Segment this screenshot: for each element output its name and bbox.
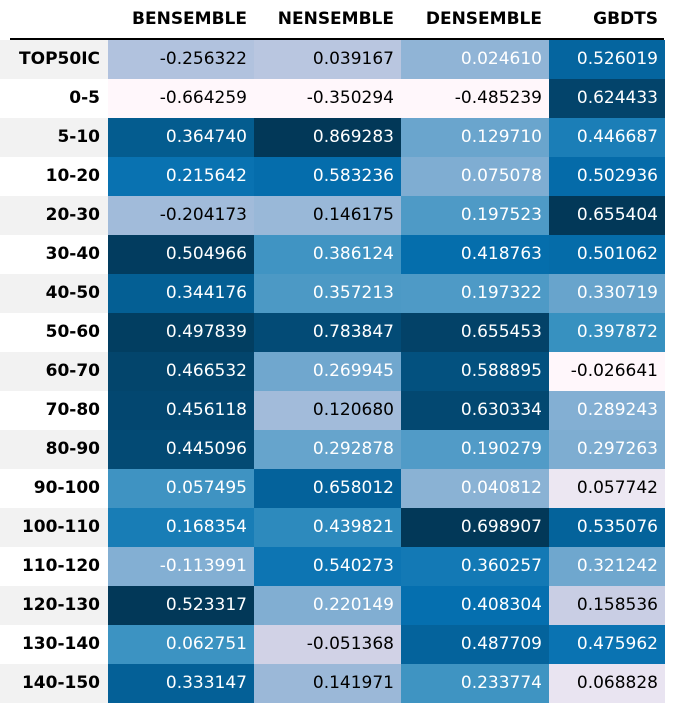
heatmap-cell: 0.062751	[108, 625, 254, 664]
heatmap-cell: 0.456118	[108, 391, 254, 430]
heatmap-cell: 0.408304	[401, 586, 549, 625]
heatmap-cell: -0.113991	[108, 547, 254, 586]
heatmap-cell: 0.215642	[108, 157, 254, 196]
row-label: 20-30	[0, 196, 108, 235]
heatmap-cell: -0.051368	[254, 625, 401, 664]
row-label: 5-10	[0, 118, 108, 157]
row-label: 110-120	[21, 556, 100, 576]
heatmap-cell: 0.168354	[108, 508, 254, 547]
heatmap-cell: 0.655404	[549, 196, 665, 235]
column-header: NENSEMBLE	[277, 9, 394, 29]
heatmap-cell: 0.289243	[549, 391, 665, 430]
heatmap-cell: 0.024610	[401, 40, 549, 79]
heatmap-cell: 0.535076	[549, 508, 665, 547]
heatmap-cell: 0.297263	[549, 430, 665, 469]
heatmap-cell: 0.526019	[549, 40, 665, 79]
heatmap-cell: 0.344176	[108, 274, 254, 313]
row-label: 100-110	[0, 508, 108, 547]
heatmap-cell: 0.502936	[549, 157, 665, 196]
heatmap-cell: 0.475962	[549, 625, 665, 664]
heatmap-cell: 0.364740	[108, 118, 254, 157]
heatmap-cell: 0.446687	[549, 118, 665, 157]
heatmap-cell: 0.233774	[401, 664, 549, 703]
heatmap-cell: 0.141971	[254, 664, 401, 703]
heatmap-cell: 0.068828	[549, 664, 665, 703]
heatmap-cell: 0.783847	[254, 313, 401, 352]
row-label: 130-140	[21, 634, 100, 654]
heatmap-cell: -0.204173	[108, 196, 254, 235]
row-label: TOP50IC	[0, 40, 108, 79]
heatmap-cell: 0.439821	[254, 508, 401, 547]
heatmap-cell: 0.158536	[549, 586, 665, 625]
column-header: BENSEMBLE	[132, 9, 247, 29]
row-label: 80-90	[0, 430, 108, 469]
row-label: 40-50	[0, 274, 108, 313]
heatmap-cell: 0.057495	[108, 469, 254, 508]
heatmap-cell: 0.658012	[254, 469, 401, 508]
header-rule	[10, 38, 664, 40]
heatmap-cell: 0.655453	[401, 313, 549, 352]
column-header: DENSEMBLE	[425, 9, 542, 29]
heatmap-cell: 0.504966	[108, 235, 254, 274]
heatmap-cell: 0.357213	[254, 274, 401, 313]
row-label: 10-20	[45, 166, 100, 186]
heatmap-cell: 0.292878	[254, 430, 401, 469]
row-label: 60-70	[0, 352, 108, 391]
heatmap-cell: -0.350294	[254, 79, 401, 118]
heatmap-cell: 0.330719	[549, 274, 665, 313]
column-header: GBDTS	[593, 9, 658, 29]
heatmap-cell: 0.269945	[254, 352, 401, 391]
heatmap-cell: 0.220149	[254, 586, 401, 625]
heatmap-cell: 0.523317	[108, 586, 254, 625]
heatmap-cell: -0.664259	[108, 79, 254, 118]
heatmap-cell: 0.057742	[549, 469, 665, 508]
row-label: 140-150	[0, 664, 108, 703]
heatmap-cell: 0.075078	[401, 157, 549, 196]
heatmap-cell: 0.190279	[401, 430, 549, 469]
heatmap-cell: 0.466532	[108, 352, 254, 391]
heatmap-cell: 0.630334	[401, 391, 549, 430]
row-label: 50-60	[45, 322, 100, 342]
heatmap-cell: 0.698907	[401, 508, 549, 547]
heatmap-cell: 0.386124	[254, 235, 401, 274]
heatmap-cell: 0.583236	[254, 157, 401, 196]
heatmap-cell: 0.129710	[401, 118, 549, 157]
heatmap-cell: 0.588895	[401, 352, 549, 391]
heatmap-cell: 0.197322	[401, 274, 549, 313]
heatmap-cell: 0.040812	[401, 469, 549, 508]
heatmap-cell: 0.333147	[108, 664, 254, 703]
heatmap-cell: -0.485239	[401, 79, 549, 118]
row-label: 30-40	[45, 244, 100, 264]
heatmap-cell: -0.026641	[549, 352, 665, 391]
heatmap-cell: 0.397872	[549, 313, 665, 352]
heatmap-cell: 0.120680	[254, 391, 401, 430]
heatmap-cell: 0.146175	[254, 196, 401, 235]
heatmap-cell: 0.418763	[401, 235, 549, 274]
heatmap-cell: 0.501062	[549, 235, 665, 274]
heatmap-cell: 0.445096	[108, 430, 254, 469]
heatmap-cell: 0.487709	[401, 625, 549, 664]
row-label: 0-5	[69, 88, 100, 108]
heatmap-cell: -0.256322	[108, 40, 254, 79]
row-label: 70-80	[45, 400, 100, 420]
heatmap-cell: 0.321242	[549, 547, 665, 586]
heatmap-cell: 0.360257	[401, 547, 549, 586]
heatmap-cell: 0.039167	[254, 40, 401, 79]
row-label: 120-130	[0, 586, 108, 625]
heatmap-cell: 0.624433	[549, 79, 665, 118]
heatmap-cell: 0.497839	[108, 313, 254, 352]
row-label: 90-100	[33, 478, 100, 498]
heatmap-cell: 0.540273	[254, 547, 401, 586]
heatmap-cell: 0.869283	[254, 118, 401, 157]
heatmap-cell: 0.197523	[401, 196, 549, 235]
